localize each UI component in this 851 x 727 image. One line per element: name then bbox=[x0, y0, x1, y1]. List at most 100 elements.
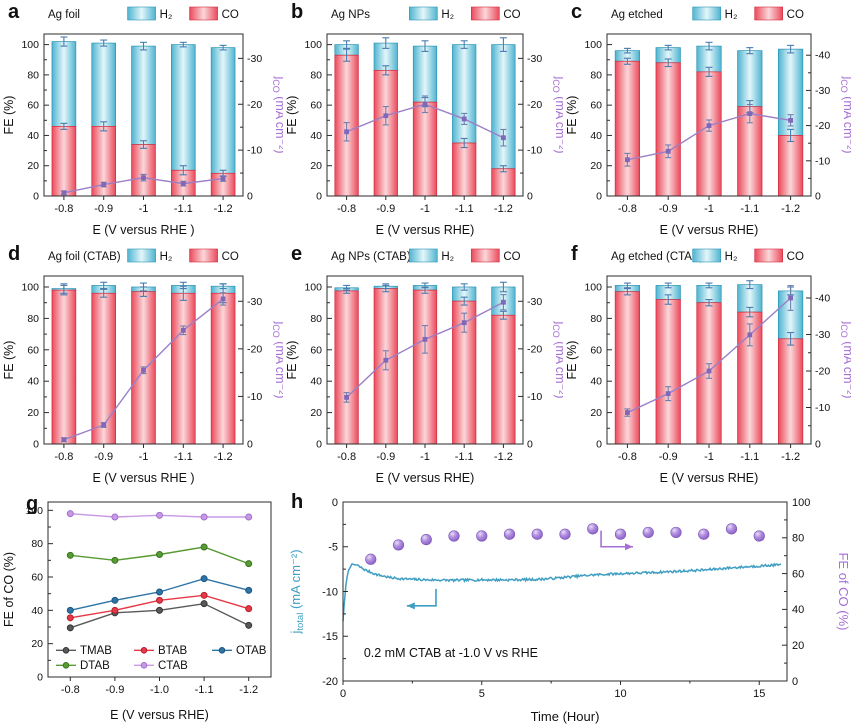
svg-text:-0.8: -0.8 bbox=[61, 684, 80, 696]
svg-text:60: 60 bbox=[31, 572, 43, 584]
svg-text:80: 80 bbox=[27, 313, 39, 325]
panel-label-h: h bbox=[291, 491, 304, 513]
svg-text:H₂: H₂ bbox=[160, 9, 173, 21]
svg-text:E (V versus RHE ): E (V versus RHE ) bbox=[92, 223, 194, 237]
panel-label-e: e bbox=[291, 243, 303, 265]
panel-g-chart: 0 20 40 60 80 100 -0.8 -0.9 -1.0 -1.1 -1.2 E (V ver… bbox=[2, 501, 272, 722]
svg-text:-30: -30 bbox=[527, 296, 542, 308]
svg-text:-1.2: -1.2 bbox=[781, 451, 800, 463]
panel-g: g 0 20 40 60 80 100 -0.8 -0.9 -1.0 -1.1 -1.2 E (V v… bbox=[0, 490, 285, 727]
svg-text:-5: -5 bbox=[328, 542, 338, 554]
svg-text:-1.2: -1.2 bbox=[239, 684, 258, 696]
svg-text:20: 20 bbox=[792, 640, 804, 652]
svg-text:80: 80 bbox=[590, 313, 602, 325]
svg-text:0.2 mM CTAB at -1.0 V vs RHE: 0.2 mM CTAB at -1.0 V vs RHE bbox=[364, 646, 538, 660]
svg-text:20: 20 bbox=[590, 160, 602, 172]
svg-text:-1: -1 bbox=[704, 203, 714, 215]
svg-text:40: 40 bbox=[310, 376, 322, 388]
panel-d: d 0 20 40 60 80 100 0 -10 -20 -30 -0.8 -0.9 -1 -1.1 -1… bbox=[0, 242, 283, 490]
svg-text:FE (%): FE (%) bbox=[2, 96, 16, 135]
svg-text:40: 40 bbox=[31, 605, 43, 617]
svg-text:0: 0 bbox=[247, 439, 253, 451]
svg-text:-20: -20 bbox=[247, 343, 262, 355]
svg-text:10: 10 bbox=[614, 688, 626, 700]
svg-text:-40: -40 bbox=[815, 292, 830, 304]
svg-text:40: 40 bbox=[27, 130, 39, 142]
svg-text:-1.1: -1.1 bbox=[174, 203, 193, 215]
svg-text:Ag etched: Ag etched bbox=[611, 9, 663, 21]
svg-text:-1.1: -1.1 bbox=[455, 451, 474, 463]
svg-text:-10: -10 bbox=[322, 586, 338, 598]
svg-text:FE (%): FE (%) bbox=[285, 96, 299, 135]
svg-text:40: 40 bbox=[310, 130, 322, 142]
svg-text:jCO (mA cm⁻²): jCO (mA cm⁻²) bbox=[551, 320, 563, 398]
svg-text:-1: -1 bbox=[139, 203, 149, 215]
panel-e-chart: 0 20 40 60 80 100 0 -10 -20 -30 -0.8 -0.9 -1 -1.1 -1.2… bbox=[285, 248, 563, 485]
svg-text:0: 0 bbox=[792, 676, 798, 688]
svg-text:60: 60 bbox=[590, 100, 602, 112]
svg-text:20: 20 bbox=[310, 407, 322, 419]
svg-text:BTAB: BTAB bbox=[158, 645, 188, 657]
svg-text:100: 100 bbox=[304, 281, 322, 293]
svg-text:-0.9: -0.9 bbox=[105, 684, 124, 696]
svg-text:100: 100 bbox=[25, 505, 43, 517]
svg-text:-0.9: -0.9 bbox=[659, 451, 678, 463]
svg-text:-1.1: -1.1 bbox=[455, 203, 474, 215]
svg-text:H₂: H₂ bbox=[725, 9, 738, 21]
panel-b-chart: 0 20 40 60 80 100 0 -10 -20 -30 -0.8 -0.9 -1 -1.1 -1.2… bbox=[285, 6, 563, 237]
svg-text:0: 0 bbox=[316, 439, 322, 451]
svg-text:0: 0 bbox=[815, 439, 821, 451]
svg-text:60: 60 bbox=[310, 100, 322, 112]
panel-h: h 0.2 mM CTAB at -1.0 V vs RHE 0 -5 -10 -15 -… bbox=[285, 490, 851, 727]
svg-text:0: 0 bbox=[332, 497, 338, 509]
svg-text:-20: -20 bbox=[247, 99, 262, 111]
svg-text:20: 20 bbox=[590, 407, 602, 419]
panel-label-g: g bbox=[26, 493, 39, 515]
svg-text:FE (%): FE (%) bbox=[565, 96, 579, 135]
svg-text:Ag foil (CTAB): Ag foil (CTAB) bbox=[48, 251, 121, 263]
svg-text:5: 5 bbox=[479, 688, 485, 700]
svg-text:DTAB: DTAB bbox=[80, 660, 110, 672]
svg-text:80: 80 bbox=[31, 538, 43, 550]
svg-text:-0.8: -0.8 bbox=[54, 451, 73, 463]
svg-text:CTAB: CTAB bbox=[158, 660, 188, 672]
svg-text:-20: -20 bbox=[527, 99, 542, 111]
svg-text:0: 0 bbox=[596, 191, 602, 203]
svg-text:E (V versus RHE): E (V versus RHE) bbox=[660, 471, 759, 485]
svg-text:60: 60 bbox=[27, 344, 39, 356]
svg-text:40: 40 bbox=[590, 130, 602, 142]
svg-text:-30: -30 bbox=[815, 85, 830, 97]
svg-text:20: 20 bbox=[31, 638, 43, 650]
svg-text:E (V versus RHE): E (V versus RHE) bbox=[660, 223, 759, 237]
panel-f: f 0 20 40 60 80 100 0 -10 -20 -30 -40 -0.8 -0.9 -1 -1.… bbox=[563, 242, 851, 490]
svg-text:-10: -10 bbox=[527, 391, 542, 403]
svg-text:0: 0 bbox=[247, 191, 253, 203]
svg-text:-1: -1 bbox=[420, 203, 430, 215]
svg-text:FE (%): FE (%) bbox=[2, 341, 16, 380]
svg-text:0: 0 bbox=[316, 191, 322, 203]
svg-text:Ag etched (CTAB): Ag etched (CTAB) bbox=[611, 251, 704, 263]
svg-text:-1.1: -1.1 bbox=[174, 451, 193, 463]
svg-text:E (V versus RHE): E (V versus RHE) bbox=[110, 708, 209, 722]
svg-text:-0.9: -0.9 bbox=[94, 203, 113, 215]
svg-text:20: 20 bbox=[310, 160, 322, 172]
panel-label-d: d bbox=[8, 243, 21, 265]
panel-d-chart: 0 20 40 60 80 100 0 -10 -20 -30 -0.8 -0.9 -1 -1.1 -1.2… bbox=[2, 248, 283, 485]
svg-text:-20: -20 bbox=[527, 343, 542, 355]
svg-text:-0.8: -0.8 bbox=[54, 203, 73, 215]
svg-text:jCO (mA cm⁻²): jCO (mA cm⁻²) bbox=[271, 320, 283, 398]
svg-text:-1.1: -1.1 bbox=[740, 451, 759, 463]
svg-text:0: 0 bbox=[33, 439, 39, 451]
svg-text:100: 100 bbox=[21, 39, 39, 51]
svg-text:100: 100 bbox=[584, 281, 602, 293]
svg-text:E (V versus RHE): E (V versus RHE) bbox=[376, 223, 475, 237]
svg-text:80: 80 bbox=[590, 69, 602, 81]
svg-text:-30: -30 bbox=[247, 53, 262, 65]
svg-text:Time (Hour): Time (Hour) bbox=[531, 709, 600, 724]
svg-text:0: 0 bbox=[815, 191, 821, 203]
svg-text:-0.8: -0.8 bbox=[337, 203, 356, 215]
svg-text:CO: CO bbox=[503, 251, 520, 263]
svg-text:40: 40 bbox=[590, 376, 602, 388]
svg-text:-1.0: -1.0 bbox=[150, 684, 169, 696]
svg-text:40: 40 bbox=[27, 376, 39, 388]
